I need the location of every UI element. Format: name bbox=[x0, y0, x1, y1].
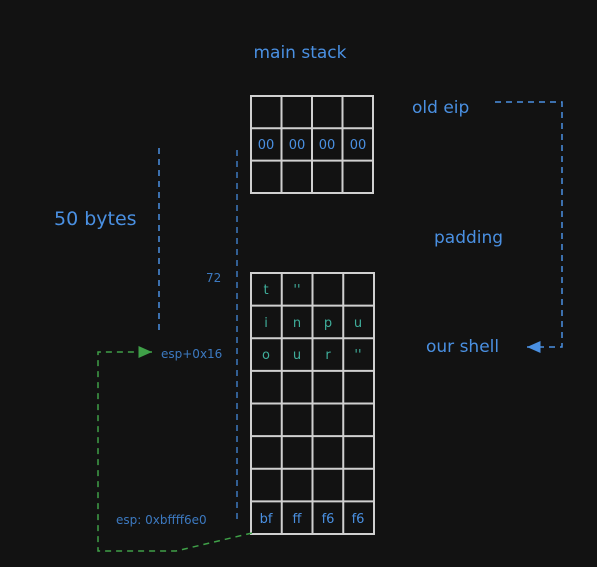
eip-to-shell-arrow bbox=[495, 101, 563, 353]
bottom-stack-cell: f6 bbox=[322, 512, 335, 527]
bottom-stack-cell: u bbox=[293, 348, 301, 363]
top-stack-cell: 00 bbox=[319, 138, 336, 153]
bottom-stack-cell: r bbox=[325, 348, 331, 363]
bottom-stack-cell: n bbox=[293, 316, 301, 331]
esp-address-label: esp: 0xbffff6e0 bbox=[116, 513, 207, 527]
bottom-stack-cell: f6 bbox=[352, 512, 365, 527]
old-eip-label: old eip bbox=[412, 98, 469, 118]
fifty-bytes-label: 50 bytes bbox=[54, 208, 137, 230]
offset-72-label: 72 bbox=[206, 271, 221, 285]
bottom-stack-cell: t bbox=[263, 283, 268, 298]
esp-jump-arrow bbox=[97, 346, 253, 552]
bottom-stack-cell: i bbox=[264, 316, 268, 331]
main-stack-title: main stack bbox=[253, 43, 346, 63]
top-stack-cell: 00 bbox=[350, 138, 367, 153]
bottom-stack-cell: '' bbox=[354, 348, 361, 363]
esp-offset-label: esp+0x16 bbox=[161, 347, 222, 361]
bottom-stack-grid: t '' i n p u o u r '' bf ff f6 f6 bbox=[250, 272, 375, 535]
top-stack-cell: 00 bbox=[258, 138, 275, 153]
top-stack-cell: 00 bbox=[289, 138, 306, 153]
bottom-stack-cell: bf bbox=[260, 512, 273, 527]
top-stack-grid: 00 00 00 00 bbox=[250, 95, 374, 194]
bottom-stack-cell: u bbox=[354, 316, 362, 331]
our-shell-label: our shell bbox=[426, 337, 499, 357]
bottom-stack-cell: p bbox=[324, 316, 332, 331]
bottom-stack-cell: '' bbox=[293, 283, 300, 298]
bottom-stack-cell: ff bbox=[293, 512, 303, 527]
padding-label: padding bbox=[434, 228, 503, 248]
bottom-stack-cell: o bbox=[262, 348, 270, 363]
